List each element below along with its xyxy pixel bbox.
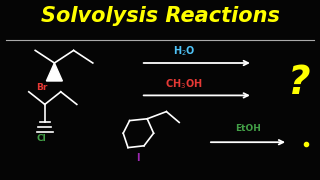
Text: EtOH: EtOH: [235, 124, 261, 133]
Text: CH$_3$OH: CH$_3$OH: [165, 77, 203, 91]
Text: Solvolysis Reactions: Solvolysis Reactions: [41, 6, 279, 26]
Polygon shape: [46, 63, 62, 81]
Text: Br: Br: [36, 83, 47, 92]
Text: ?: ?: [288, 64, 310, 102]
Text: Cl: Cl: [37, 134, 46, 143]
Text: H$_2$O: H$_2$O: [173, 44, 195, 58]
Text: I: I: [136, 153, 139, 163]
